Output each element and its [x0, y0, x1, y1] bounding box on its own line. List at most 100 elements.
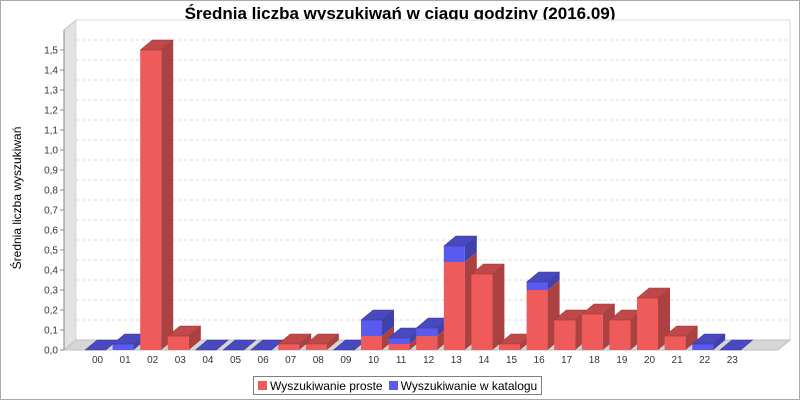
legend-label-catalog-search: Wyszukiwanie w katalogu	[400, 378, 538, 393]
legend-item-catalog-search: Wyszukiwanie w katalogu	[388, 378, 538, 393]
bar-catalog-search	[526, 282, 548, 290]
x-tick-label: 08	[313, 355, 325, 366]
bar-simple-search-side	[685, 326, 698, 350]
bar-top-cap	[719, 339, 754, 351]
y-axis-label: Średnia liczba wyszukiwań	[9, 127, 24, 270]
bar-simple-search	[278, 344, 300, 350]
bar-simple-search	[167, 336, 189, 350]
bar-simple-search	[140, 50, 162, 350]
legend-label-simple-search: Wyszukiwanie proste	[270, 378, 383, 393]
bar-catalog-search	[361, 320, 382, 336]
y-tick-label: 0,6	[44, 226, 58, 237]
x-tick-label: 15	[506, 355, 518, 366]
bar-top-cap	[167, 325, 202, 337]
x-tick-label: 21	[672, 355, 684, 366]
y-tick-label: 0,9	[44, 166, 58, 177]
x-tick-label: 04	[202, 355, 214, 366]
chart-legend: Wyszukiwanie proste Wyszukiwanie w katal…	[253, 376, 543, 395]
legend-swatch-catalog-search	[388, 381, 398, 390]
bar-simple-search	[443, 262, 465, 350]
x-tick-label: 00	[92, 355, 104, 366]
y-tick-label: 0,8	[44, 186, 58, 197]
x-tick-label: 06	[258, 355, 270, 366]
bar-catalog-search-side	[382, 310, 394, 336]
bar-simple-search-side	[188, 326, 201, 350]
x-tick-label: 22	[699, 355, 711, 366]
y-tick-label: 0,0	[44, 346, 58, 357]
y-tick-label: 0,2	[44, 306, 58, 317]
bar-catalog-search-side	[713, 334, 726, 350]
x-tick-label: 05	[230, 355, 242, 366]
bar-top-cap	[691, 333, 726, 345]
x-tick-label: 01	[120, 355, 132, 366]
x-tick-label: 09	[340, 355, 352, 366]
x-tick-label: 16	[534, 355, 546, 366]
y-tick-label: 0,4	[44, 266, 58, 277]
bar-simple-search	[526, 290, 548, 350]
x-tick-label: 11	[396, 355, 407, 366]
bar-simple-search	[554, 320, 576, 350]
bar-catalog-search	[416, 328, 438, 336]
bar-top-cap	[470, 263, 506, 275]
bar-top-cap	[636, 287, 671, 299]
y-tick-label: 1,2	[44, 106, 58, 117]
bar-simple-search-side	[161, 40, 174, 350]
y-tick-label: 1,5	[44, 46, 58, 57]
bar-catalog-search-side	[464, 236, 477, 262]
bar-catalog-search	[692, 344, 714, 350]
bar-catalog-search	[112, 344, 134, 350]
x-tick-label: 20	[644, 355, 656, 366]
bar-simple-search	[664, 336, 686, 350]
bar-top-cap	[443, 235, 478, 247]
x-tick-label: 10	[368, 355, 380, 366]
bar-catalog-search	[443, 246, 465, 262]
bar-catalog-search	[388, 338, 410, 344]
y-tick-label: 0,5	[44, 246, 58, 257]
bar-top-cap	[139, 39, 174, 51]
y-tick-label: 0,1	[44, 326, 58, 337]
x-tick-label: 23	[727, 355, 739, 366]
legend-swatch-simple-search	[258, 381, 267, 390]
bar-top-cap	[194, 339, 230, 351]
bar-top-cap	[222, 339, 257, 351]
x-tick-label: 03	[175, 355, 187, 366]
x-tick-label: 18	[589, 355, 601, 366]
bar-top-cap	[360, 309, 395, 321]
bar-simple-search	[305, 344, 327, 350]
x-tick-label: 14	[478, 355, 490, 366]
bar-top-cap	[663, 325, 699, 337]
y-tick-label: 1,0	[44, 146, 58, 157]
bar-simple-search	[499, 344, 520, 350]
legend-item-simple-search: Wyszukiwanie proste	[258, 379, 383, 393]
bar-simple-search-side	[299, 334, 312, 350]
y-tick-label: 0,7	[44, 206, 58, 217]
bar-top-cap	[581, 303, 616, 315]
bar-simple-search-side	[492, 264, 505, 350]
x-tick-label: 02	[147, 355, 159, 366]
bar-simple-search	[471, 274, 493, 350]
y-tick-label: 1,3	[44, 86, 58, 97]
bar-simple-search-side	[382, 326, 394, 350]
x-tick-label: 13	[451, 355, 463, 366]
y-tick-label: 0,3	[44, 286, 58, 297]
bar-simple-search	[609, 320, 631, 350]
bar-top-cap	[525, 271, 561, 283]
bar-top-cap	[305, 333, 340, 345]
chart-title: Średnia liczba wyszukiwań w ciągu godzin…	[184, 4, 616, 23]
y-tick-label: 1,1	[44, 126, 58, 137]
y-tick-label: 1,4	[44, 66, 58, 77]
bar-catalog-search-side	[547, 272, 560, 290]
bar-simple-search-side	[326, 334, 339, 350]
x-tick-label: 12	[423, 355, 435, 366]
plot-side-wall	[63, 18, 77, 352]
bar-simple-search	[416, 336, 438, 350]
x-tick-label: 17	[561, 355, 573, 366]
bar-simple-search	[388, 344, 410, 350]
bar-simple-search	[581, 314, 603, 350]
bar-top-cap	[277, 333, 312, 345]
x-tick-label: 19	[616, 355, 628, 366]
bar-simple-search	[637, 298, 658, 350]
x-tick-label: 07	[285, 355, 297, 366]
bar-simple-search	[361, 336, 382, 350]
